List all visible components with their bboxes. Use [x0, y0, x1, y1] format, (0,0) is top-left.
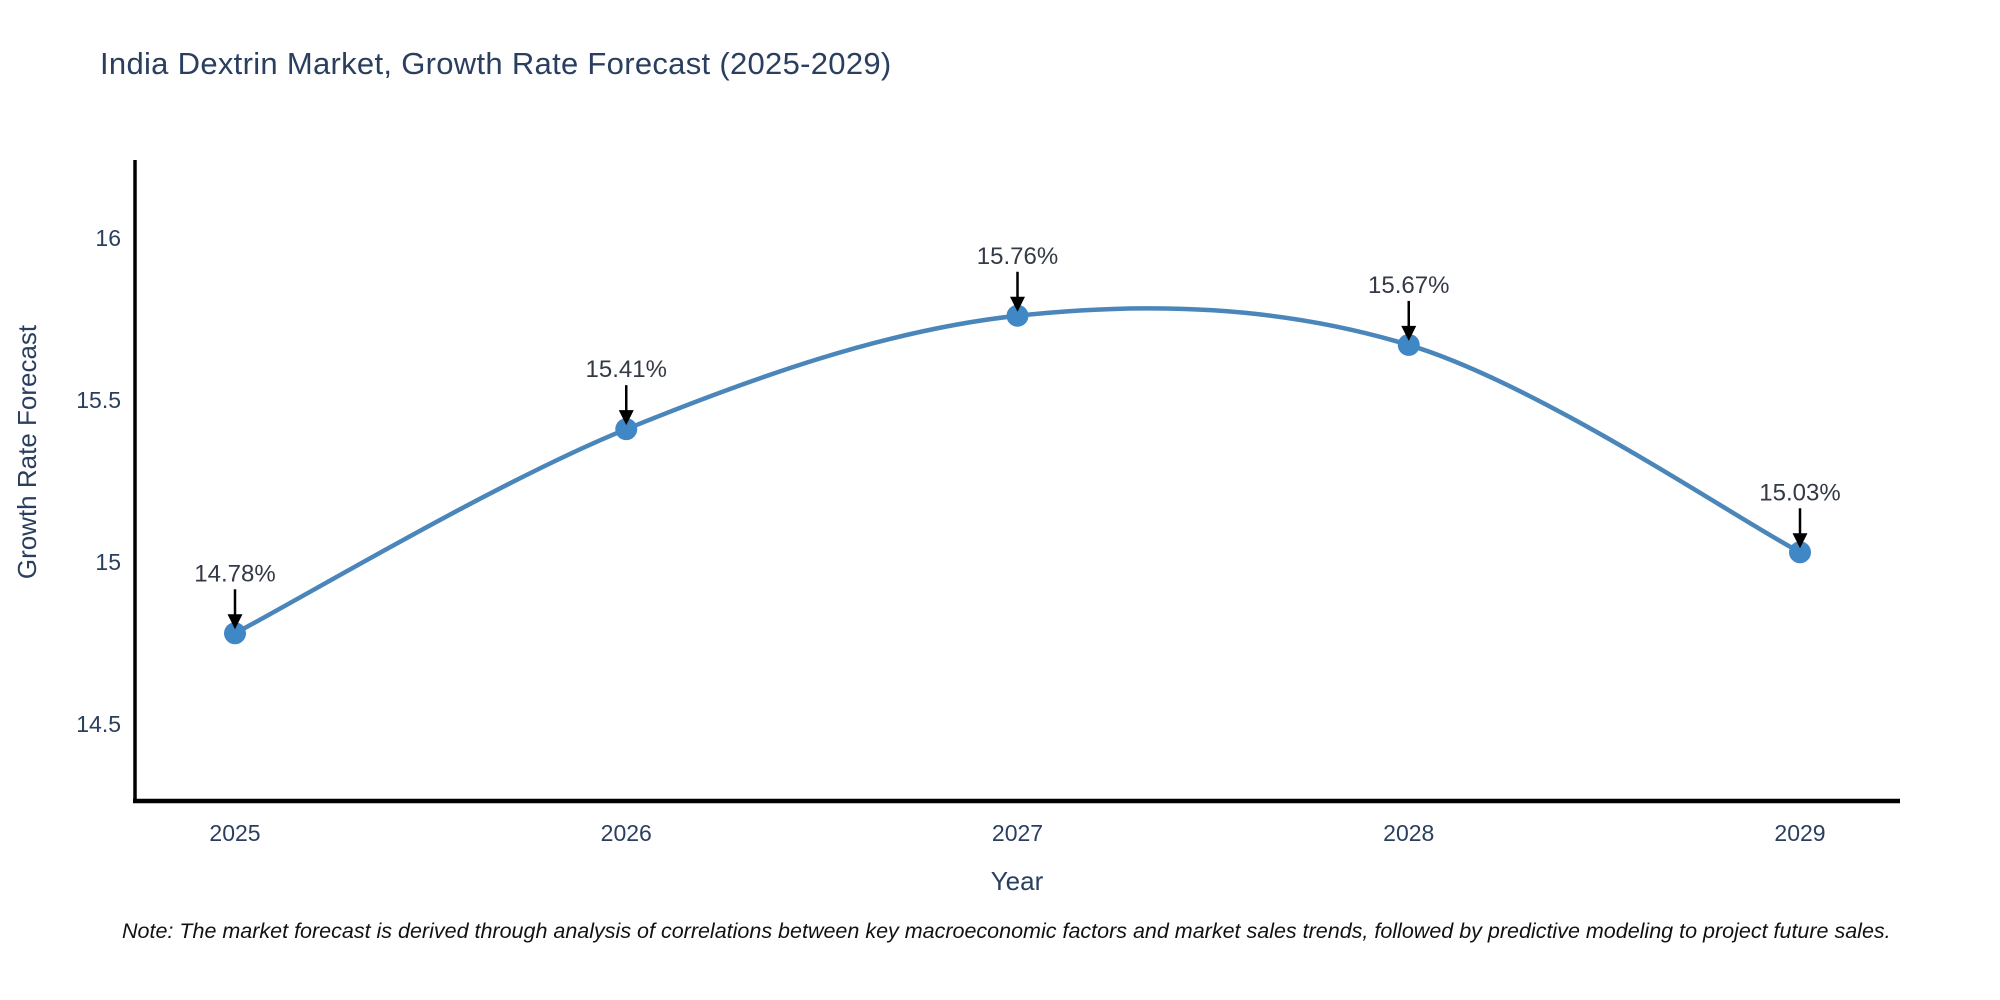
- annotation-arrowhead-icon: [1401, 325, 1417, 341]
- footnote: Note: The market forecast is derived thr…: [122, 919, 1891, 943]
- annotation-arrowhead-icon: [1792, 533, 1808, 549]
- x-tick-label: 2026: [601, 820, 652, 846]
- x-axis-title: Year: [990, 866, 1044, 896]
- y-tick-label: 15: [95, 549, 121, 575]
- x-tick-label: 2029: [1774, 820, 1825, 846]
- chart-title: India Dextrin Market, Growth Rate Foreca…: [100, 46, 892, 81]
- annotation-arrowhead-icon: [1010, 296, 1025, 312]
- y-tick-label: 14.5: [76, 711, 121, 737]
- forecast-line: [232, 306, 1803, 636]
- x-tick-label: 2028: [1383, 820, 1434, 846]
- point-value-label: 15.67%: [1368, 272, 1449, 299]
- data-point-2028[interactable]: [1397, 333, 1420, 356]
- annotation-arrowhead-icon: [227, 614, 243, 630]
- point-value-label: 15.76%: [977, 243, 1058, 270]
- x-tick-label: 2027: [992, 820, 1043, 846]
- data-point-2025[interactable]: [224, 622, 246, 645]
- y-tick-label: 15.5: [76, 387, 121, 413]
- data-point-2026[interactable]: [615, 418, 638, 441]
- y-axis-title: Growth Rate Forecast: [12, 324, 42, 580]
- y-tick-label: 16: [95, 225, 121, 251]
- point-value-label: 15.03%: [1759, 479, 1840, 506]
- annotation-arrowhead-icon: [618, 410, 634, 426]
- point-value-label: 15.41%: [586, 356, 667, 383]
- data-point-2027[interactable]: [1006, 304, 1029, 327]
- data-point-2029[interactable]: [1789, 541, 1811, 564]
- point-value-label: 14.78%: [194, 560, 275, 587]
- x-tick-label: 2025: [209, 820, 260, 846]
